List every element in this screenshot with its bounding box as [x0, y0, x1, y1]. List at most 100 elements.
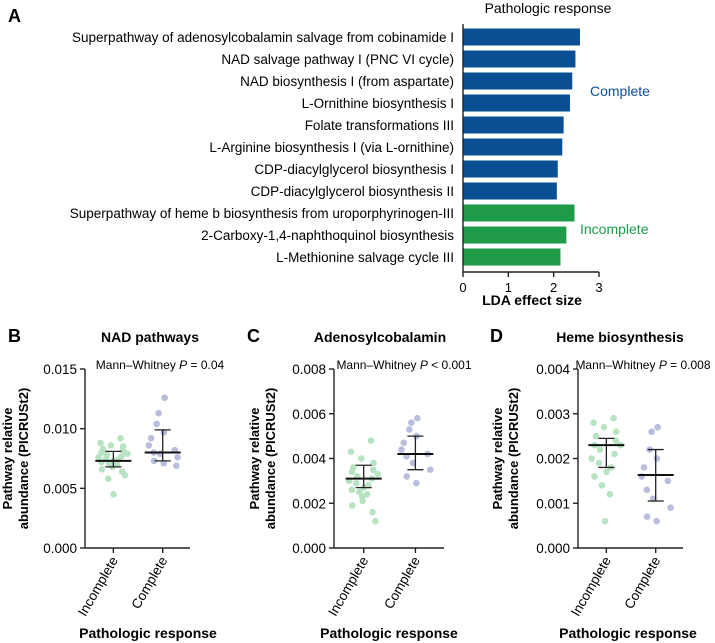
- data-point: [161, 394, 168, 401]
- category-label: L-Arginine biosynthesis I (via L-ornithi…: [209, 140, 454, 155]
- panel-a-letter: A: [8, 6, 21, 26]
- data-point: [153, 420, 160, 428]
- bar-3: [463, 72, 573, 90]
- data-point: [110, 491, 117, 498]
- y-tick-label: 0.001: [536, 496, 570, 511]
- x-tick-label: Complete: [128, 554, 170, 612]
- data-point: [409, 459, 417, 467]
- bar-10: [463, 226, 567, 244]
- panel-a-xlabel: LDA effect size: [482, 292, 582, 308]
- panel-title: Heme biosynthesis: [556, 329, 684, 345]
- data-point: [590, 419, 597, 427]
- data-point: [160, 459, 167, 467]
- x-tick-label: 1: [505, 280, 512, 295]
- panel-a-x-axis: 0 1 2 3: [459, 24, 603, 295]
- data-point: [145, 442, 153, 449]
- data-point: [147, 434, 155, 442]
- category-label: Folate transformations III: [305, 118, 454, 133]
- category-label: L-Ornithine biosynthesis I: [302, 96, 454, 111]
- y-tick-label: 0.000: [536, 541, 570, 556]
- panel-a-title: Pathologic response: [485, 0, 612, 16]
- category-label: CDP-diacylglycerol biosynthesis I: [254, 162, 454, 177]
- y-tick-label: 0.000: [292, 541, 326, 556]
- data-point: [654, 423, 661, 431]
- x-tick-label: Complete: [381, 554, 423, 612]
- data-point: [653, 455, 661, 462]
- bar-4: [463, 94, 570, 112]
- data-point: [603, 468, 610, 476]
- y-tick-label: 0.008: [292, 362, 326, 377]
- bar-11: [463, 248, 561, 266]
- data-point: [353, 479, 360, 487]
- x-axis-label: Pathologic response: [320, 625, 458, 641]
- panel-c: C Adenosylcobalamin Mann–Whitney P < 0.001…: [247, 326, 472, 641]
- category-label: Superpathway of heme b biosynthesis from…: [70, 206, 454, 221]
- y-axis-label: Pathway relativeabundance (PICRUSt2): [247, 388, 278, 530]
- panel-letter: B: [8, 326, 21, 346]
- x-tick-label: 2: [550, 280, 557, 295]
- data-point: [357, 455, 365, 462]
- panel-b: B NAD pathways Mann–Whitney P = 0.04 Pathwa…: [0, 326, 225, 641]
- y-tick-label: 0.000: [43, 541, 77, 556]
- data-point: [348, 502, 356, 509]
- y-tick-label: 0.015: [43, 362, 77, 377]
- stat-annotation: Mann–Whitney P < 0.001: [336, 358, 471, 372]
- y-tick-label: 0.003: [536, 407, 570, 422]
- data-point: [369, 508, 376, 516]
- bar-1: [463, 28, 580, 46]
- category-label: 2-Carboxy-1,4-naphthoquinol biosynthesis: [201, 228, 454, 243]
- y-tick-label: 0.002: [292, 496, 326, 511]
- data-point: [400, 439, 408, 447]
- data-point: [600, 423, 608, 431]
- data-point: [173, 462, 180, 469]
- data-point: [413, 479, 420, 487]
- stat-annotation: Mann–Whitney P = 0.04: [96, 358, 225, 372]
- data-point: [121, 471, 129, 479]
- data-point: [667, 504, 674, 512]
- data-point: [610, 414, 617, 422]
- data-point: [640, 464, 648, 471]
- x-tick-label: 0: [459, 280, 466, 295]
- data-point: [98, 465, 106, 473]
- x-axis-label: Pathologic response: [559, 625, 697, 641]
- y-tick-label: 0.004: [536, 362, 570, 377]
- y-tick-label: 0.006: [292, 407, 326, 422]
- stat-annotation: Mann–Whitney P = 0.008: [575, 358, 710, 372]
- bar-2: [463, 50, 576, 68]
- data-point: [405, 426, 413, 433]
- y-axis-label: Pathway relativeabundance (PICRUSt2): [0, 388, 31, 530]
- data-point: [107, 442, 115, 449]
- data-point: [359, 497, 366, 505]
- data-point: [348, 468, 356, 476]
- data-point: [595, 459, 603, 467]
- legend-incomplete: Incomplete: [580, 221, 649, 237]
- data-point: [155, 409, 162, 417]
- data-point: [612, 428, 620, 435]
- x-tick-label: Incomplete: [325, 554, 371, 619]
- y-tick-label: 0.004: [292, 452, 326, 467]
- bar-7: [463, 160, 558, 178]
- data-point: [174, 454, 181, 461]
- data-point: [374, 470, 382, 478]
- panel-title: Adenosylcobalamin: [314, 329, 446, 345]
- data-point: [414, 414, 421, 422]
- x-axis-label: Pathologic response: [79, 625, 217, 641]
- x-tick-label: Incomplete: [75, 554, 121, 619]
- bar-9: [463, 204, 575, 222]
- data-point: [643, 513, 651, 520]
- panel-letter: C: [247, 326, 260, 346]
- data-point: [596, 446, 604, 453]
- data-point: [98, 458, 105, 466]
- x-tick-label: 3: [595, 280, 602, 295]
- data-point: [369, 466, 377, 473]
- data-point: [347, 448, 355, 456]
- category-label: NAD salvage pathway I (PNC VI cycle): [221, 52, 454, 67]
- category-label: NAD biosynthesis I (from aspartate): [240, 74, 454, 89]
- data-point: [150, 457, 158, 465]
- data-point: [653, 517, 660, 525]
- panel-a-category-labels: Superpathway of adenosylcobalamin salvag…: [70, 30, 454, 265]
- data-point: [98, 449, 105, 456]
- data-point: [606, 491, 614, 498]
- data-point: [95, 454, 102, 461]
- data-point: [370, 459, 377, 467]
